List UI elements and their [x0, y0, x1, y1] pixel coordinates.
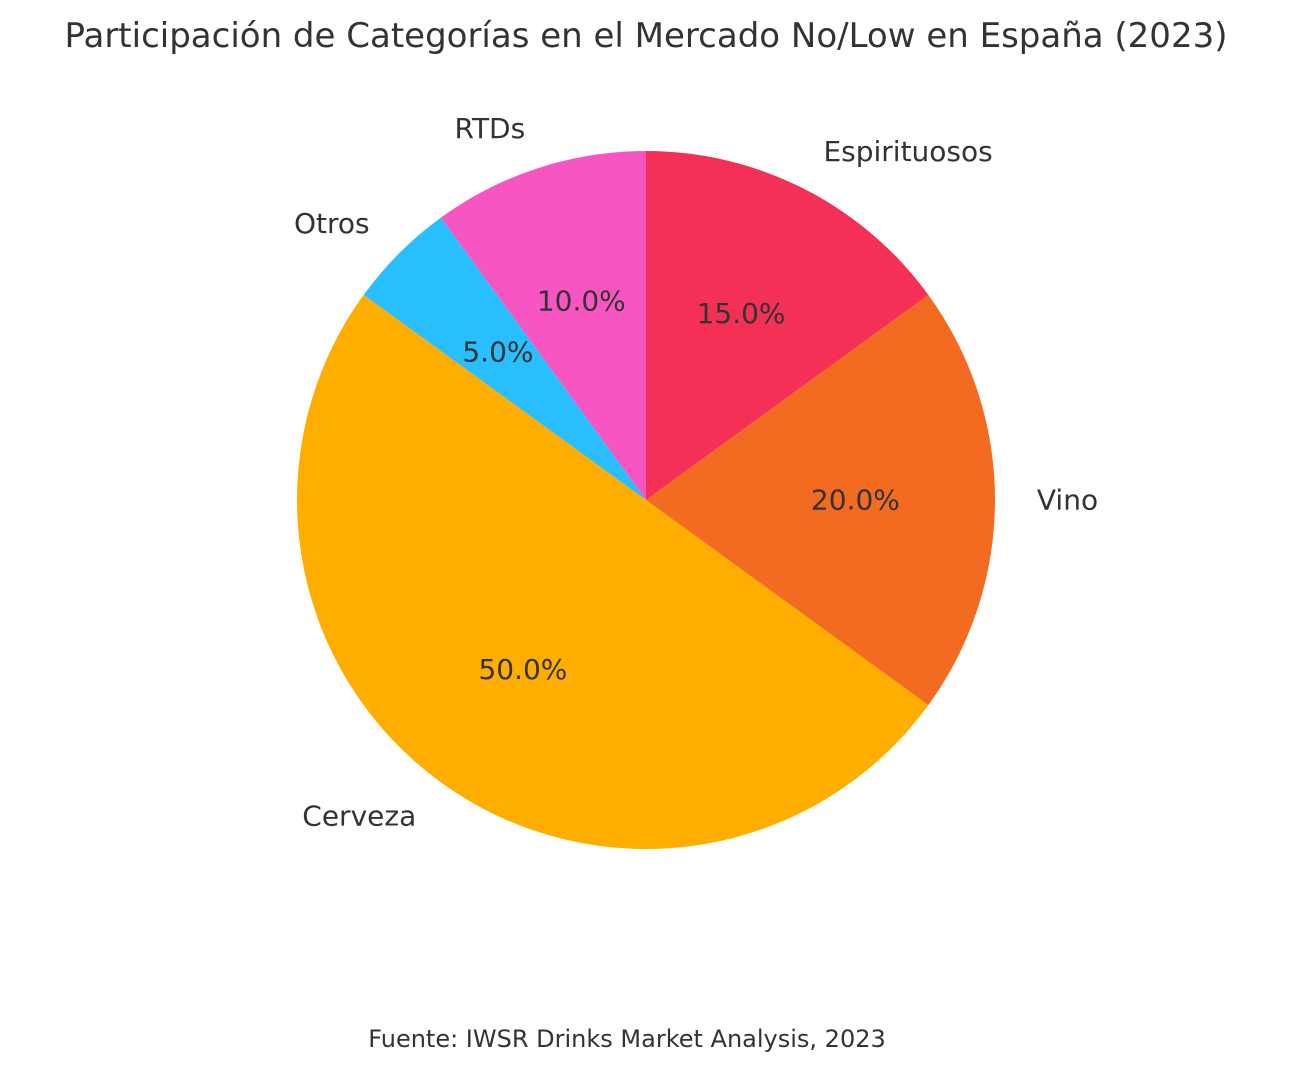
percent-label-espirituosos: 15.0%	[697, 297, 786, 330]
percent-label-vino: 20.0%	[811, 484, 900, 517]
percent-label-cerveza: 50.0%	[478, 653, 567, 686]
percent-label-rtds: 10.0%	[537, 284, 626, 317]
chart-source-note: Fuente: IWSR Drinks Market Analysis, 202…	[368, 1025, 886, 1053]
slice-label-rtds: RTDs	[455, 112, 526, 145]
chart-title: Participación de Categorías en el Mercad…	[64, 16, 1228, 56]
percent-label-otros: 5.0%	[462, 335, 533, 368]
slice-label-espirituosos: Espirituosos	[823, 135, 992, 168]
slice-cerveza	[296, 294, 929, 850]
slice-label-cerveza: Cerveza	[302, 800, 416, 833]
slice-otros	[363, 217, 646, 500]
slice-label-otros: Otros	[294, 207, 370, 240]
slice-espirituosos	[646, 151, 929, 500]
slice-label-vino: Vino	[1037, 484, 1098, 517]
slice-rtds	[440, 151, 646, 500]
pie-labels: Cerveza 50.0% Vino 20.0% Espirituosos 15.0% RT…	[294, 112, 1098, 833]
slice-vino	[646, 294, 996, 706]
pie-slices	[296, 151, 996, 850]
